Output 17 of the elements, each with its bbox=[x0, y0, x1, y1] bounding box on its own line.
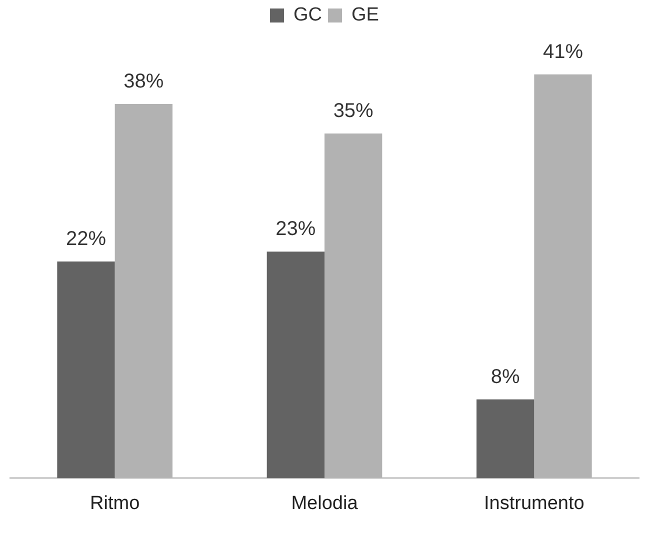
legend-label: GC bbox=[294, 4, 322, 26]
data-label: 23% bbox=[276, 218, 316, 240]
bar bbox=[114, 104, 172, 478]
bar bbox=[534, 74, 592, 478]
x-tick-label: Ritmo bbox=[90, 492, 140, 514]
bar bbox=[266, 252, 324, 478]
x-tick-label: Instrumento bbox=[484, 492, 584, 514]
data-label: 22% bbox=[66, 228, 106, 250]
x-tick-label: Melodia bbox=[291, 492, 358, 514]
data-label: 41% bbox=[542, 40, 584, 63]
legend-label: GE bbox=[352, 4, 379, 26]
data-label: 38% bbox=[124, 70, 164, 92]
bar bbox=[324, 133, 382, 478]
bar bbox=[476, 399, 534, 478]
data-label: 8% bbox=[490, 366, 520, 388]
data-label: 35% bbox=[333, 100, 374, 122]
bar bbox=[57, 262, 115, 478]
